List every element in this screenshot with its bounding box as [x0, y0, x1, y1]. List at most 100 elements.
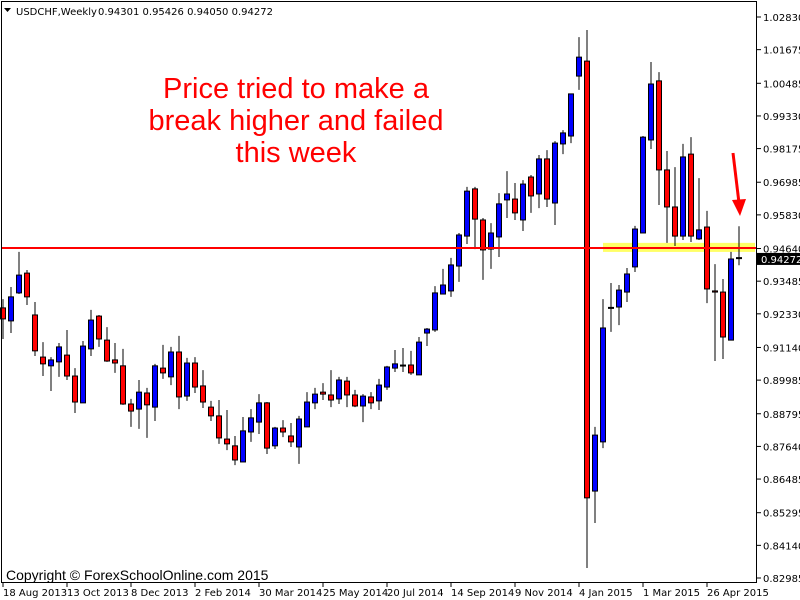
- candle: [184, 357, 190, 401]
- candle: [440, 268, 446, 295]
- candle-body-bearish: [688, 153, 694, 237]
- candle-body-bearish: [208, 406, 214, 417]
- candle: [616, 284, 622, 326]
- triangle-down-icon[interactable]: [4, 8, 11, 12]
- candle: [528, 175, 534, 213]
- candle: [160, 344, 166, 379]
- candle-body-bullish: [16, 274, 22, 294]
- candle: [56, 342, 62, 377]
- candle-body-bearish: [480, 219, 486, 251]
- candle-body-bullish: [504, 193, 510, 201]
- candle: [232, 435, 238, 466]
- candle: [680, 143, 686, 241]
- candle: [96, 314, 102, 347]
- candle-body-bearish: [64, 354, 70, 377]
- candle-body-bearish: [352, 394, 358, 407]
- candle: [240, 417, 246, 463]
- candle-body-bullish: [624, 273, 630, 293]
- current-price-label: 0.94272: [761, 255, 800, 266]
- candle-body-bearish: [144, 392, 150, 406]
- candle: [640, 136, 646, 234]
- x-tick-label: 18 Aug 2013: [3, 588, 67, 599]
- candle-body-bearish: [200, 385, 206, 403]
- candle-body-bullish: [520, 183, 526, 221]
- candle: [224, 409, 230, 451]
- x-tick-label: 2 Feb 2014: [195, 588, 251, 599]
- candle-body-bearish: [544, 158, 550, 200]
- candle: [592, 426, 598, 524]
- candle: [544, 150, 550, 207]
- annotation-line-2: break higher and failed: [148, 105, 443, 137]
- candle: [368, 392, 374, 410]
- candle: [264, 402, 270, 455]
- candle-body-bearish: [40, 356, 46, 365]
- candle-body-bullish: [184, 362, 190, 397]
- candle-body-bullish: [592, 434, 598, 492]
- annotation-line-1: Price tried to make a: [163, 73, 430, 105]
- candle-body-bullish: [48, 359, 54, 367]
- y-tick-label: 1.01675: [763, 46, 800, 57]
- candle-body-bullish: [568, 93, 574, 137]
- candle-body-bullish: [576, 56, 582, 77]
- candle-body-bearish: [24, 272, 30, 298]
- candle: [584, 30, 590, 568]
- candle-body-bearish: [512, 198, 518, 214]
- candle: [24, 270, 30, 306]
- x-tick-label: 1 Mar 2015: [643, 588, 700, 599]
- candle-body-bullish: [616, 289, 622, 308]
- y-tick-label: 0.89985: [763, 376, 800, 387]
- candle: [600, 299, 606, 449]
- candle-body-bullish: [152, 365, 158, 408]
- candle-body-bullish: [728, 258, 734, 341]
- candle-body-bullish: [648, 83, 654, 141]
- candle: [576, 37, 582, 90]
- candle: [400, 348, 406, 373]
- candle-body-bearish: [584, 60, 590, 499]
- y-tick-label: 0.88795: [763, 410, 800, 421]
- candle: [624, 268, 630, 302]
- candle: [288, 422, 294, 447]
- candle: [104, 327, 110, 362]
- candle-body-bullish: [8, 296, 14, 322]
- candle-body-bullish: [696, 229, 702, 240]
- candle: [152, 363, 158, 421]
- candle-body-bullish: [384, 366, 390, 388]
- candle: [376, 378, 382, 410]
- candle-body-bearish: [232, 445, 238, 461]
- candle: [344, 376, 350, 408]
- candle-body-bearish: [0, 307, 6, 320]
- y-tick-label: 1.02830: [763, 13, 800, 24]
- x-tick-label: 30 Mar 2014: [259, 588, 322, 599]
- candle-body-bullish: [640, 136, 646, 234]
- candles-layer: [0, 30, 742, 568]
- candle-body-bullish: [440, 284, 446, 295]
- candle-body-bearish: [104, 339, 110, 362]
- candle: [424, 327, 430, 347]
- candle-body-bullish: [336, 379, 342, 400]
- candle: [408, 350, 414, 375]
- candle: [200, 370, 206, 408]
- candle-body-bearish: [216, 415, 222, 439]
- candle: [720, 279, 726, 360]
- candle: [8, 286, 14, 334]
- candle: [0, 299, 6, 339]
- candle: [120, 348, 126, 405]
- candle: [704, 210, 710, 304]
- candle-body-bearish: [328, 394, 334, 401]
- candle-body-bullish: [256, 402, 262, 423]
- candle-body-bearish: [96, 315, 102, 340]
- candle-body-bullish: [464, 190, 470, 237]
- candle: [552, 141, 558, 226]
- candle: [504, 171, 510, 218]
- candle: [672, 167, 678, 246]
- candle-body-bearish: [112, 359, 118, 364]
- candle: [608, 283, 614, 332]
- time-axis[interactable]: 18 Aug 2013 13 Oct 2013 8 Dec 2013 2 Feb 20…: [2, 583, 769, 599]
- candle: [464, 186, 470, 245]
